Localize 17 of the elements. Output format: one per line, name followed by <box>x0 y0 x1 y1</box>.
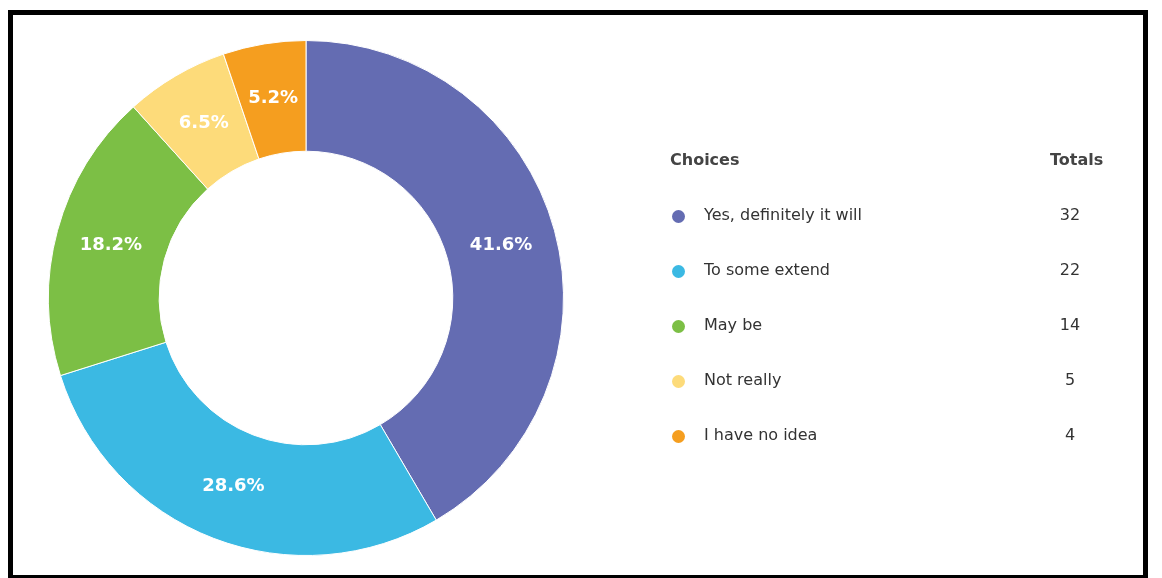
data-label: 5.2% <box>248 86 299 108</box>
data-label: 6.5% <box>178 111 229 133</box>
text: 5 <box>1063 370 1077 389</box>
text: 14 <box>1058 315 1082 334</box>
legend-label: May be <box>704 315 763 334</box>
legend-label: I have no idea <box>704 425 818 444</box>
legend-label: Not really <box>704 370 782 389</box>
legend-label: Yes, definitely it will <box>704 205 863 224</box>
data-label: 28.6% <box>202 474 265 496</box>
legend-label: To some extend <box>704 260 831 279</box>
data-label: 41.6% <box>469 232 533 254</box>
text: Totals <box>1050 150 1104 169</box>
text: 32 <box>1058 205 1082 224</box>
data-label: 18.2% <box>79 232 143 254</box>
text: 22 <box>1058 260 1082 279</box>
legend-title: Choices <box>670 150 740 169</box>
text: 4 <box>1063 425 1077 444</box>
